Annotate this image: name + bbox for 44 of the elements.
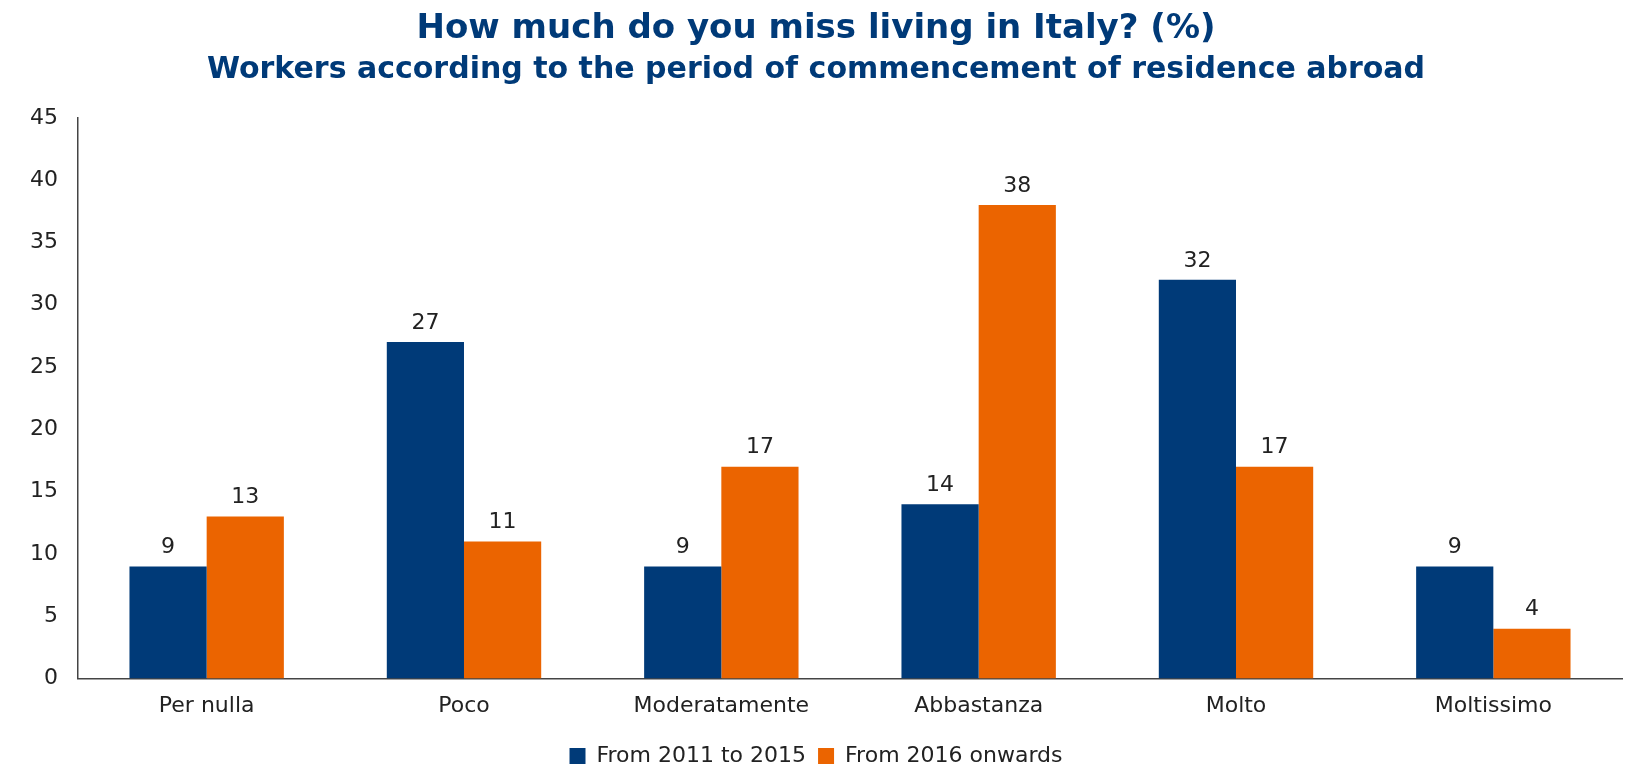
y-tick-label: 5 (43, 602, 58, 628)
data-label: 9 (675, 533, 690, 559)
bar (206, 516, 284, 679)
chart-subtitle: Workers according to the period of commencement of residence abroad (206, 49, 1426, 85)
bar (1493, 628, 1571, 679)
bar (978, 205, 1056, 679)
y-tick-label: 25 (29, 352, 58, 378)
x-tick-label: Abbastanza (914, 691, 1044, 717)
y-tick-label: 40 (29, 165, 58, 191)
data-label: 4 (1524, 595, 1539, 621)
data-label: 14 (926, 470, 955, 496)
data-label: 27 (411, 308, 440, 334)
y-tick-label: 15 (29, 477, 58, 503)
bar (464, 541, 542, 679)
bar (1416, 566, 1494, 679)
y-tick-label: 45 (29, 103, 58, 129)
bar (1236, 466, 1314, 679)
legend-label: From 2011 to 2015 (596, 741, 807, 767)
data-label: 17 (745, 433, 774, 459)
x-tick-label: Moltissimo (1434, 691, 1552, 717)
data-label: 32 (1183, 246, 1212, 272)
x-tick-label: Molto (1205, 691, 1267, 717)
data-label: 13 (231, 483, 260, 509)
x-tick-label: Per nulla (158, 691, 255, 717)
x-tick-label: Moderatamente (633, 691, 810, 717)
y-tick-label: 0 (43, 664, 58, 690)
bar (1158, 279, 1236, 679)
bar (721, 466, 799, 679)
chart-title: How much do you miss living in Italy? (%) (416, 6, 1216, 47)
y-tick-label: 10 (29, 539, 58, 565)
data-label: 9 (1447, 533, 1462, 559)
bar (644, 566, 722, 679)
data-label: 17 (1260, 433, 1289, 459)
data-label: 38 (1003, 171, 1032, 197)
y-tick-label: 20 (29, 415, 58, 441)
x-tick-label: Poco (438, 691, 490, 717)
bar (386, 342, 464, 679)
legend-label: From 2016 onwards (845, 741, 1063, 767)
data-label: 9 (161, 533, 176, 559)
y-tick-label: 35 (29, 228, 58, 254)
bar (129, 566, 207, 679)
bar (901, 504, 979, 679)
y-tick-label: 30 (29, 290, 58, 316)
data-label: 11 (488, 508, 517, 534)
